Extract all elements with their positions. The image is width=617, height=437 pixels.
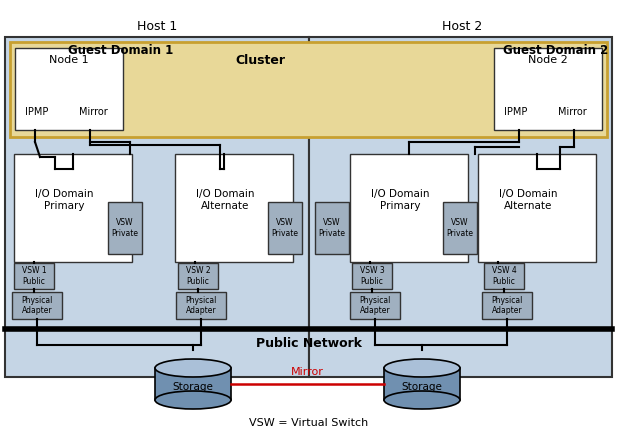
Text: I/O Domain
Primary: I/O Domain Primary: [35, 189, 93, 211]
Bar: [384, 368, 460, 400]
Text: VSW 2
Public: VSW 2 Public: [186, 266, 210, 286]
Text: Physical
Adapter: Physical Adapter: [185, 296, 217, 315]
Bar: [12, 292, 62, 319]
Text: Guest Domain 2: Guest Domain 2: [503, 45, 608, 58]
Text: VSW
Private: VSW Private: [271, 218, 299, 238]
Text: Node 2: Node 2: [528, 55, 568, 65]
Bar: [108, 202, 142, 254]
Bar: [5, 37, 309, 377]
Bar: [482, 292, 532, 319]
Bar: [176, 292, 226, 319]
Text: VSW
Private: VSW Private: [112, 218, 138, 238]
Text: Host 2: Host 2: [442, 21, 482, 34]
Bar: [309, 37, 612, 377]
Text: Physical
Adapter: Physical Adapter: [359, 296, 391, 315]
Bar: [14, 154, 132, 262]
Text: Mirror: Mirror: [291, 367, 324, 377]
Text: Mirror: Mirror: [558, 107, 586, 117]
Bar: [484, 263, 524, 289]
Text: I/O Domain
Alternate: I/O Domain Alternate: [196, 189, 254, 211]
Bar: [350, 154, 468, 262]
Ellipse shape: [155, 391, 231, 409]
Bar: [268, 202, 302, 254]
Text: VSW 3
Public: VSW 3 Public: [360, 266, 384, 286]
Bar: [155, 368, 231, 400]
Text: VSW = Virtual Switch: VSW = Virtual Switch: [249, 418, 368, 428]
Text: VSW 1
Public: VSW 1 Public: [22, 266, 46, 286]
Text: Host 1: Host 1: [137, 21, 177, 34]
Text: IPMP: IPMP: [504, 107, 528, 117]
Bar: [478, 154, 596, 262]
Ellipse shape: [384, 359, 460, 377]
Bar: [350, 292, 400, 319]
Text: Public Network: Public Network: [256, 337, 362, 350]
Text: VSW
Private: VSW Private: [318, 218, 346, 238]
Bar: [352, 263, 392, 289]
Bar: [175, 154, 293, 262]
Bar: [443, 202, 477, 254]
Text: Cluster: Cluster: [235, 53, 285, 66]
Bar: [15, 48, 123, 130]
Text: Physical
Adapter: Physical Adapter: [491, 296, 523, 315]
Text: I/O Domain
Primary: I/O Domain Primary: [371, 189, 429, 211]
Text: VSW 4
Public: VSW 4 Public: [492, 266, 516, 286]
Bar: [315, 202, 349, 254]
Text: Physical
Adapter: Physical Adapter: [22, 296, 52, 315]
Text: I/O Domain
Alternate: I/O Domain Alternate: [499, 189, 557, 211]
Bar: [178, 263, 218, 289]
Text: Storage: Storage: [402, 382, 442, 392]
Text: IPMP: IPMP: [25, 107, 49, 117]
Text: Storage: Storage: [173, 382, 213, 392]
Text: Node 1: Node 1: [49, 55, 89, 65]
Bar: [10, 42, 607, 137]
Text: VSW
Private: VSW Private: [447, 218, 473, 238]
Text: Mirror: Mirror: [78, 107, 107, 117]
Bar: [494, 48, 602, 130]
Ellipse shape: [384, 391, 460, 409]
Text: Guest Domain 1: Guest Domain 1: [68, 45, 173, 58]
Ellipse shape: [155, 359, 231, 377]
Bar: [14, 263, 54, 289]
